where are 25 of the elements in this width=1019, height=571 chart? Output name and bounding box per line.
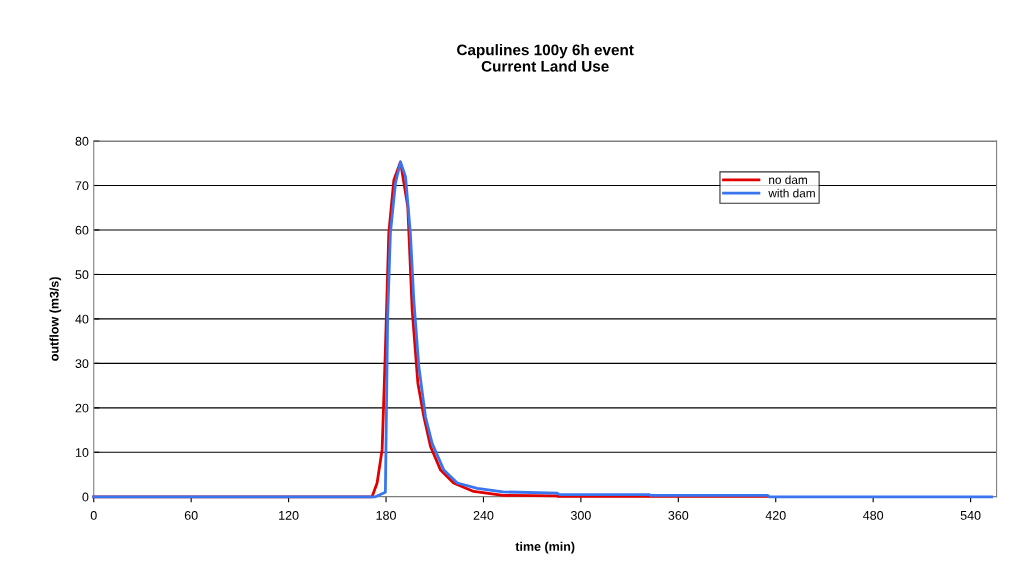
legend-label: no dam [769,175,807,185]
x-tick-label: 240 [473,510,494,520]
y-tick-label: 40 [75,314,89,324]
line-series [92,160,994,499]
x-tick-label: 60 [184,510,198,520]
x-tick-label: 420 [765,510,786,520]
x-tick-label: 540 [960,510,981,520]
x-tick-label: 300 [570,510,591,520]
y-tick-label: 80 [75,136,89,146]
x-tick-label: 360 [668,510,689,520]
y-axis-title: outflow (m3/s) [49,277,62,361]
x-tick-label: 180 [376,510,396,520]
y-tick-label: 0 [82,492,89,502]
y-tick-label: 10 [75,448,89,457]
y-tick-label: 50 [75,270,89,280]
x-tick-label: 120 [279,510,299,520]
x-tick-label: 480 [863,510,884,520]
y-tick-label: 70 [75,181,89,191]
x-axis-title: time (min) [515,541,575,554]
chart-title: Capulines 100y 6h event Current Land Use [457,44,634,72]
y-tick-label: 20 [75,403,89,413]
x-tick-label: 0 [90,510,97,520]
legend-label: with dam [768,188,815,198]
y-tick-label: 30 [75,359,89,369]
y-tick-label: 60 [75,225,89,235]
